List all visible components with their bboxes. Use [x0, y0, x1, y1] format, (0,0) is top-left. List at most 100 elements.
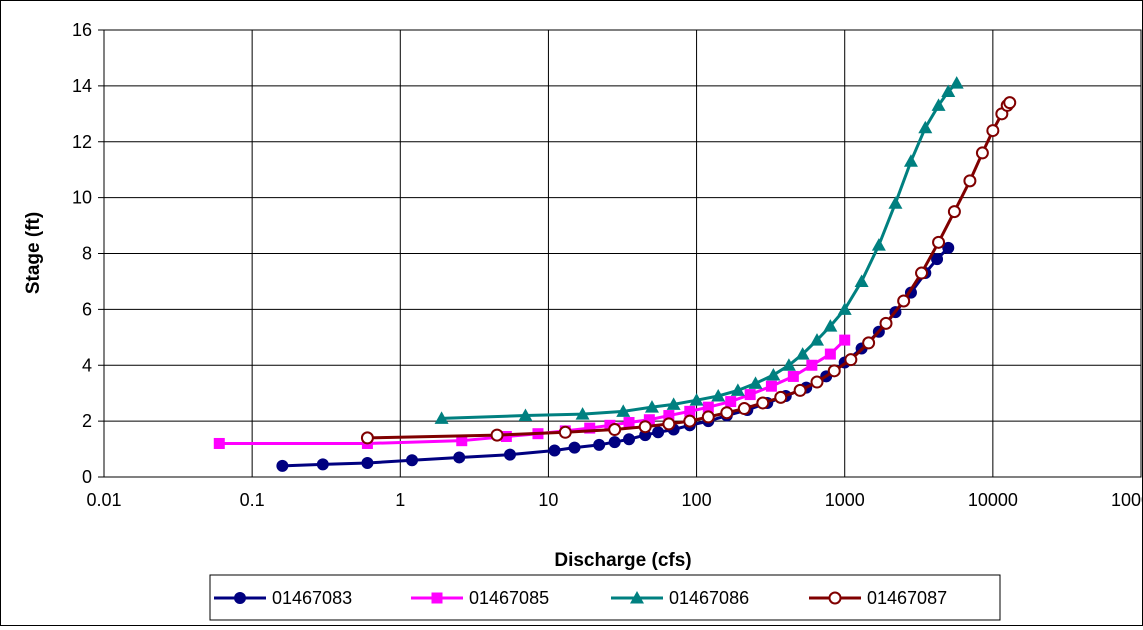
legend-label: 01467086 [669, 588, 749, 608]
data-point [490, 428, 504, 442]
data-point [725, 396, 737, 408]
legend-marker [630, 591, 644, 604]
data-point [897, 294, 911, 308]
data-point [932, 235, 946, 249]
y-tick-label: 0 [82, 467, 92, 487]
data-point [756, 396, 770, 410]
data-point [616, 404, 631, 417]
legend-item: 01467087 [809, 588, 947, 608]
data-point [575, 407, 590, 420]
data-point [765, 380, 777, 392]
data-point [644, 400, 659, 413]
data-point [662, 417, 676, 431]
series-01467087 [360, 96, 1017, 445]
data-point [806, 359, 818, 371]
data-point [406, 454, 419, 467]
data-point [503, 448, 516, 461]
data-point [871, 238, 886, 251]
data-point [643, 414, 655, 426]
data-point [684, 405, 696, 417]
data-point [986, 124, 1000, 138]
x-tick-label: 100000 [1111, 490, 1142, 510]
x-tick-label: 0.1 [240, 490, 265, 510]
x-tick-label: 100 [682, 490, 712, 510]
x-tick-label: 10000 [968, 490, 1018, 510]
data-point [730, 383, 745, 396]
y-tick-label: 10 [72, 188, 92, 208]
data-point [795, 347, 810, 360]
series-line [367, 101, 1011, 440]
x-tick-label: 1000 [825, 490, 865, 510]
data-point [793, 383, 807, 397]
data-point [774, 390, 788, 404]
data-point [701, 410, 715, 424]
tick-labels: 0.01 0.1 1 10 100 1000 10000 100000 0 2 4 6 8 10 12 14 1… [72, 20, 1143, 510]
data-point [781, 358, 796, 371]
data-point [500, 430, 512, 442]
legend-item: 01467085 [411, 588, 549, 608]
data-point [975, 146, 989, 160]
data-point [666, 397, 681, 410]
legend-label: 01467087 [867, 588, 947, 608]
data-point [663, 410, 675, 422]
data-point [720, 406, 734, 420]
data-point [766, 368, 781, 381]
data-point [915, 266, 929, 280]
data-point [918, 120, 933, 134]
data-point [888, 196, 903, 209]
data-point [823, 319, 838, 332]
data-point [862, 336, 876, 350]
data-point [744, 389, 756, 401]
data-point [623, 433, 636, 446]
data-point [638, 420, 652, 434]
data-point [827, 364, 841, 378]
data-point [931, 98, 946, 111]
data-point [963, 174, 977, 188]
data-point [593, 438, 606, 451]
y-tick-label: 12 [72, 132, 92, 152]
data-point [361, 457, 374, 470]
x-tick-label: 1 [395, 490, 405, 510]
legend-marker [234, 592, 246, 604]
data-point [652, 426, 665, 439]
legend-item: 01467086 [611, 588, 749, 608]
data-point [809, 333, 824, 346]
data-point [608, 436, 621, 449]
data-point [947, 205, 961, 219]
series-01467086 [434, 76, 964, 424]
data-point [360, 431, 374, 445]
y-tick-label: 6 [82, 299, 92, 319]
y-tick-label: 8 [82, 244, 92, 264]
legend-label: 01467083 [272, 588, 352, 608]
data-point [683, 414, 697, 428]
x-tick-label: 0.01 [86, 490, 121, 510]
data-point [839, 334, 851, 346]
data-point [316, 458, 329, 471]
grid-lines [98, 29, 1142, 478]
legend-box [209, 574, 1001, 621]
data-point [276, 459, 289, 472]
y-axis-title: Stage (ft) [23, 212, 44, 294]
data-point [558, 425, 572, 439]
x-tick-label: 10 [538, 490, 558, 510]
data-point [608, 423, 622, 437]
data-point [702, 401, 714, 413]
data-point [824, 348, 836, 360]
data-point [548, 444, 561, 457]
data-point [456, 435, 468, 447]
data-point [941, 84, 956, 97]
data-point [844, 353, 858, 367]
data-point [623, 417, 635, 429]
data-point [737, 402, 751, 416]
data-point [879, 316, 893, 330]
y-tick-label: 4 [82, 355, 92, 375]
data-point [942, 241, 955, 254]
data-point [949, 76, 964, 89]
data-point [748, 376, 763, 389]
data-point [518, 408, 533, 422]
data-point [584, 422, 596, 434]
data-point [434, 411, 449, 424]
data-point [931, 253, 944, 266]
data-point [711, 388, 726, 402]
